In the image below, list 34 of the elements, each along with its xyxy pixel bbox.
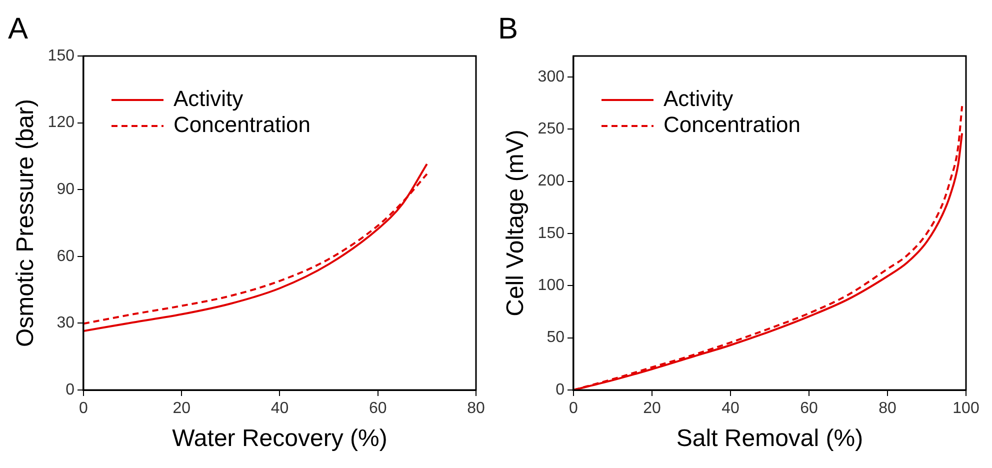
x-tick-label: 60 xyxy=(800,400,818,418)
y-axis-title: Cell Voltage (mV) xyxy=(502,130,530,316)
y-tick-label: 30 xyxy=(56,314,75,332)
y-tick-label: 150 xyxy=(538,224,565,242)
chart-title: B xyxy=(498,12,518,46)
x-axis-title: Water Recovery (%) xyxy=(172,425,388,452)
x-tick-label: 40 xyxy=(270,400,289,418)
y-tick-label: 150 xyxy=(48,47,75,64)
x-tick-label: 0 xyxy=(569,400,578,418)
x-tick-label: 20 xyxy=(172,400,191,418)
y-tick-label: 60 xyxy=(56,248,75,265)
y-tick-label: 120 xyxy=(48,114,75,132)
y-tick-label: 0 xyxy=(66,381,75,398)
legend-label: Concentration xyxy=(663,112,800,138)
x-tick-label: 100 xyxy=(952,400,980,418)
x-tick-label: 20 xyxy=(643,400,661,418)
y-tick-label: 50 xyxy=(546,329,565,346)
chart-title: A xyxy=(8,12,28,46)
y-tick-label: 90 xyxy=(56,181,75,198)
legend-label: Activity xyxy=(173,86,244,112)
y-axis-title: Osmotic Pressure (bar) xyxy=(12,98,40,348)
y-tick-label: 250 xyxy=(538,120,565,138)
x-tick-label: 60 xyxy=(368,400,387,418)
y-tick-label: 300 xyxy=(538,68,565,86)
x-tick-label: 40 xyxy=(722,400,740,418)
y-tick-label: 200 xyxy=(538,172,565,190)
legend-label: Activity xyxy=(663,86,734,112)
legend-label: Concentration xyxy=(173,112,310,138)
x-tick-label: 80 xyxy=(467,400,485,418)
x-tick-label: 80 xyxy=(878,400,896,418)
x-axis-title: Salt Removal (%) xyxy=(676,425,864,452)
x-tick-label: 0 xyxy=(79,400,88,418)
y-tick-label: 0 xyxy=(556,381,565,398)
y-tick-label: 100 xyxy=(538,277,565,294)
